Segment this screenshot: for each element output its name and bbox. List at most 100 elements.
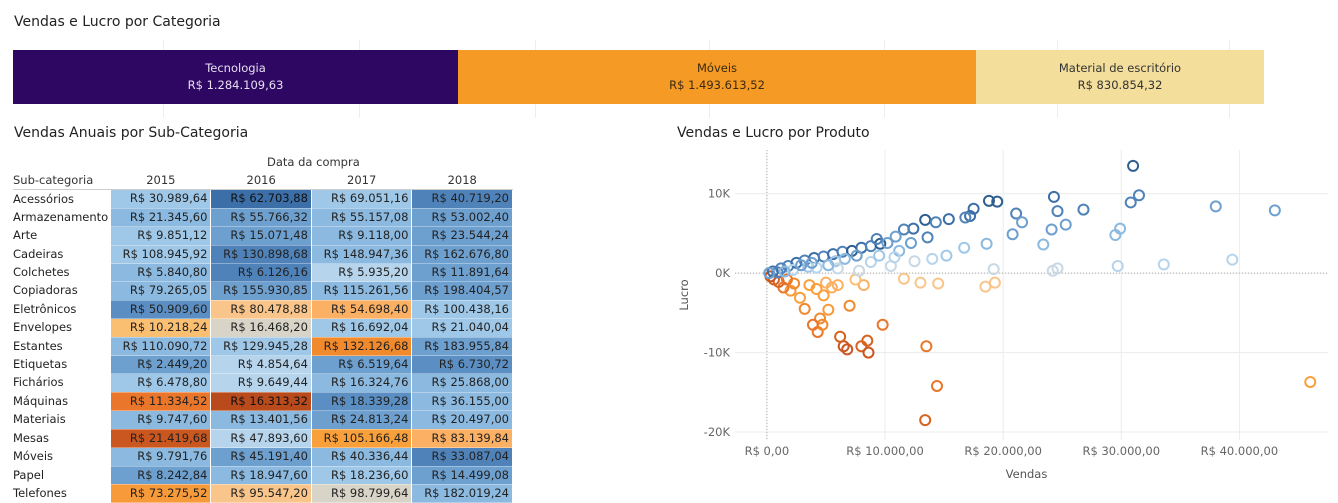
scatter-point[interactable] [793, 291, 806, 304]
heatmap-cell[interactable]: R$ 40.719,20 [411, 189, 513, 209]
scatter-point[interactable] [987, 263, 1000, 276]
scatter-point[interactable] [843, 299, 856, 312]
heatmap-cell[interactable]: R$ 5.840,80 [110, 263, 212, 283]
scatter-point[interactable] [980, 237, 993, 250]
scatter-point[interactable] [959, 211, 972, 224]
scatter-point[interactable] [1209, 200, 1222, 213]
heatmap-cell[interactable]: R$ 33.087,04 [411, 447, 513, 467]
heatmap-cell[interactable]: R$ 30.989,64 [110, 189, 212, 209]
heatmap-cell[interactable]: R$ 16.313,32 [210, 392, 312, 412]
heatmap-cell[interactable]: R$ 8.242,84 [110, 466, 212, 485]
heatmap-cell[interactable]: R$ 21.040,04 [411, 318, 513, 338]
scatter-point[interactable] [930, 379, 943, 392]
scatter-point[interactable] [1006, 228, 1019, 241]
heatmap-cell[interactable]: R$ 50.909,60 [110, 300, 212, 320]
heatmap-cell[interactable]: R$ 11.334,52 [110, 392, 212, 412]
scatter-point[interactable] [920, 340, 933, 353]
heatmap-cell[interactable]: R$ 16.692,04 [311, 318, 413, 338]
heatmap-cell[interactable]: R$ 6.126,16 [210, 263, 312, 283]
scatter-point[interactable] [907, 222, 920, 235]
scatter-point[interactable] [819, 276, 832, 289]
heatmap-cell[interactable]: R$ 55.766,32 [210, 208, 312, 228]
scatter-point[interactable] [1111, 260, 1124, 272]
heatmap-cell[interactable]: R$ 14.499,08 [411, 466, 513, 485]
scatter-point[interactable] [810, 283, 823, 296]
scatter-point[interactable] [822, 303, 835, 316]
scatter-point[interactable] [862, 346, 875, 359]
scatter-point[interactable] [1045, 223, 1058, 236]
scatter-point[interactable] [940, 249, 953, 262]
category-segment[interactable]: Móveis R$ 1.493.613,52 [458, 50, 976, 104]
heatmap-cell[interactable]: R$ 105.166,48 [311, 429, 413, 449]
heatmap-cell[interactable]: R$ 21.419,68 [110, 429, 212, 449]
scatter-point[interactable] [814, 312, 827, 325]
heatmap-cell[interactable]: R$ 11.891,64 [411, 263, 513, 283]
scatter-point[interactable] [834, 330, 847, 343]
heatmap-cell[interactable]: R$ 13.401,56 [210, 410, 312, 430]
heatmap-cell[interactable]: R$ 54.698,40 [311, 300, 413, 320]
heatmap-cell[interactable]: R$ 23.544,24 [411, 226, 513, 246]
scatter-point[interactable] [841, 343, 854, 356]
heatmap-cell[interactable]: R$ 16.324,76 [311, 373, 413, 393]
heatmap-cell[interactable]: R$ 183.955,84 [411, 337, 513, 357]
heatmap-cell[interactable]: R$ 47.893,60 [210, 429, 312, 449]
scatter-point[interactable] [798, 302, 811, 315]
scatter-point[interactable] [908, 255, 921, 268]
scatter-point[interactable] [1132, 189, 1145, 202]
scatter-point[interactable] [784, 284, 797, 297]
heatmap-cell[interactable]: R$ 6.730,72 [411, 355, 513, 375]
scatter-point[interactable] [929, 216, 942, 229]
category-segment[interactable]: Tecnologia R$ 1.284.109,63 [13, 50, 458, 104]
scatter-point[interactable] [1037, 238, 1050, 251]
heatmap-cell[interactable]: R$ 55.157,08 [311, 208, 413, 228]
scatter-point[interactable] [771, 266, 784, 279]
scatter-point[interactable] [914, 276, 927, 289]
scatter-point[interactable] [1047, 190, 1060, 203]
scatter-point[interactable] [1268, 204, 1281, 217]
heatmap-cell[interactable]: R$ 16.468,20 [210, 318, 312, 338]
heatmap-cell[interactable]: R$ 130.898,68 [210, 245, 312, 265]
scatter-point[interactable] [932, 277, 945, 290]
scatter-point[interactable] [873, 249, 886, 262]
heatmap-cell[interactable]: R$ 20.497,00 [411, 410, 513, 430]
heatmap-cell[interactable]: R$ 24.813,24 [311, 410, 413, 430]
heatmap-cell[interactable]: R$ 21.345,60 [110, 208, 212, 228]
heatmap-cell[interactable]: R$ 9.851,12 [110, 226, 212, 246]
category-segment[interactable]: Material de escritório R$ 830.854,32 [976, 50, 1264, 104]
scatter-point[interactable] [1124, 196, 1137, 209]
heatmap-cell[interactable]: R$ 45.191,40 [210, 447, 312, 467]
scatter-point[interactable] [982, 194, 995, 207]
heatmap-cell[interactable]: R$ 155.930,85 [210, 281, 312, 301]
heatmap-cell[interactable]: R$ 198.404,57 [411, 281, 513, 301]
heatmap-cell[interactable]: R$ 100.438,16 [411, 300, 513, 320]
heatmap-cell[interactable]: R$ 115.261,56 [311, 281, 413, 301]
scatter-point[interactable] [805, 256, 818, 269]
heatmap-cell[interactable]: R$ 182.019,24 [411, 484, 513, 503]
scatter-point[interactable] [861, 334, 874, 347]
scatter-point[interactable] [822, 259, 835, 272]
heatmap-cell[interactable]: R$ 40.336,44 [311, 447, 413, 467]
scatter-point[interactable] [1114, 222, 1127, 235]
heatmap-cell[interactable]: R$ 9.118,00 [311, 226, 413, 246]
heatmap-cell[interactable]: R$ 9.791,76 [110, 447, 212, 467]
heatmap-cell[interactable]: R$ 36.155,00 [411, 392, 513, 412]
scatter-point[interactable] [897, 223, 910, 236]
scatter-point[interactable] [881, 236, 894, 249]
scatter-point[interactable] [1016, 216, 1029, 229]
heatmap-cell[interactable]: R$ 73.275,52 [110, 484, 212, 503]
heatmap-cell[interactable]: R$ 9.649,44 [210, 373, 312, 393]
scatter-point[interactable] [897, 272, 910, 285]
scatter-point[interactable] [780, 273, 793, 286]
scatter-point[interactable] [763, 267, 776, 280]
scatter-point[interactable] [905, 236, 918, 249]
scatter-point[interactable] [958, 241, 971, 254]
heatmap-cell[interactable]: R$ 132.126,68 [311, 337, 413, 357]
scatter-point[interactable] [850, 249, 863, 262]
heatmap-cell[interactable]: R$ 53.002,40 [411, 208, 513, 228]
scatter-point[interactable] [778, 265, 791, 278]
scatter-point[interactable] [888, 251, 901, 264]
scatter-point[interactable] [870, 232, 883, 245]
heatmap-cell[interactable]: R$ 129.945,28 [210, 337, 312, 357]
heatmap-cell[interactable]: R$ 5.935,20 [311, 263, 413, 283]
scatter-point[interactable] [919, 213, 932, 226]
